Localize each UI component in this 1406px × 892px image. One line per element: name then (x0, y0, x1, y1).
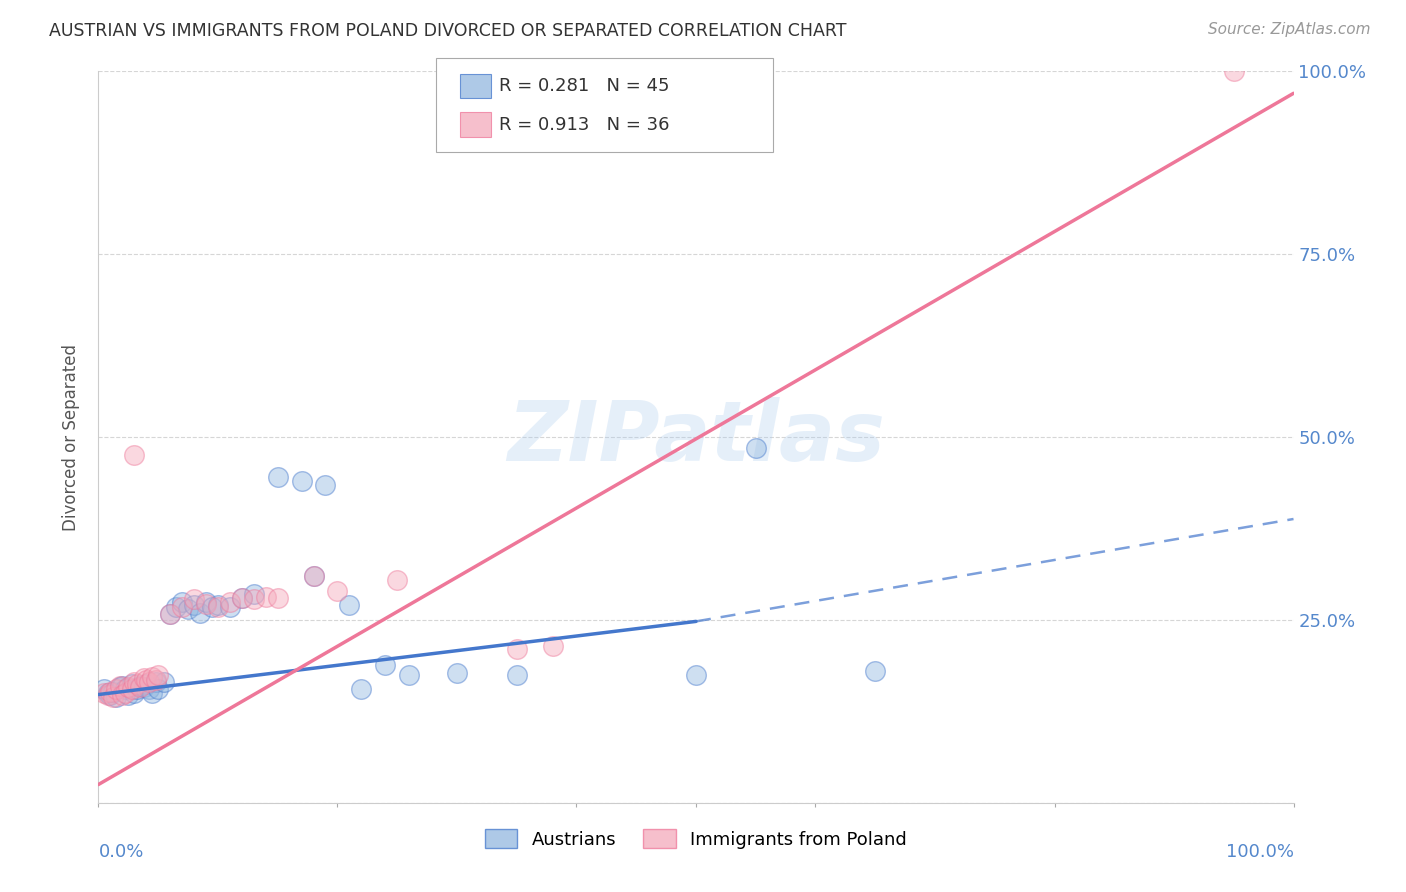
Point (207, 599, 229, 614)
Point (145, 673, 167, 687)
Point (302, 569, 325, 583)
Point (121, 677, 143, 691)
Point (93, 682, 115, 697)
Text: 0.0%: 0.0% (98, 843, 143, 861)
Point (97, 688, 120, 702)
Point (98, 688, 122, 702)
Point (350, 682, 373, 697)
Point (101, 684, 124, 698)
Point (159, 607, 181, 621)
Point (398, 667, 420, 681)
Text: R = 0.281   N = 45: R = 0.281 N = 45 (499, 77, 669, 95)
Text: Source: ZipAtlas.com: Source: ZipAtlas.com (1208, 22, 1371, 37)
Point (302, 569, 325, 583)
Point (685, 667, 707, 681)
Point (93, 686, 115, 700)
Point (98, 684, 122, 698)
Text: AUSTRIAN VS IMMIGRANTS FROM POLAND DIVORCED OR SEPARATED CORRELATION CHART: AUSTRIAN VS IMMIGRANTS FROM POLAND DIVOR… (49, 22, 846, 40)
Point (105, 682, 128, 697)
Point (117, 688, 139, 702)
Point (138, 682, 160, 697)
Point (267, 591, 290, 605)
Point (506, 642, 529, 657)
Point (385, 573, 409, 587)
Point (121, 682, 143, 697)
Point (111, 688, 134, 702)
Point (105, 690, 128, 704)
Point (541, 639, 564, 653)
Point (207, 599, 229, 613)
Point (148, 682, 170, 697)
Point (177, 602, 200, 616)
Point (326, 583, 349, 598)
Point (135, 677, 157, 691)
Point (145, 675, 167, 690)
Point (124, 448, 146, 462)
Point (108, 679, 131, 693)
Point (132, 680, 155, 694)
Point (135, 673, 157, 687)
Point (153, 675, 176, 690)
Point (111, 679, 134, 693)
Point (141, 686, 163, 700)
Point (138, 675, 160, 690)
Point (195, 594, 218, 608)
Point (506, 667, 529, 681)
Text: 100.0%: 100.0% (1226, 843, 1294, 861)
Point (114, 686, 136, 700)
Point (141, 670, 163, 684)
Point (315, 477, 337, 491)
Point (108, 680, 131, 694)
Point (125, 682, 148, 697)
Point (159, 607, 181, 621)
Point (201, 599, 224, 614)
Point (291, 474, 314, 488)
Point (865, 664, 887, 678)
Point (446, 665, 468, 680)
Point (172, 594, 194, 608)
Point (124, 675, 146, 690)
Point (125, 677, 148, 691)
Text: R = 0.913   N = 36: R = 0.913 N = 36 (499, 116, 669, 134)
Point (254, 590, 277, 604)
Point (124, 686, 146, 700)
Point (1223, 64, 1246, 78)
Point (172, 599, 194, 614)
Point (219, 594, 242, 608)
Point (195, 597, 218, 611)
Point (97, 686, 120, 700)
Point (231, 591, 253, 605)
Point (231, 591, 253, 605)
Point (132, 672, 155, 686)
Y-axis label: Divorced or Separated: Divorced or Separated (62, 343, 80, 531)
Point (129, 680, 152, 694)
Point (183, 599, 205, 613)
Point (148, 667, 170, 681)
Legend: Austrians, Immigrants from Poland: Austrians, Immigrants from Poland (478, 822, 914, 856)
Point (183, 592, 205, 607)
Point (219, 599, 242, 614)
Point (374, 658, 396, 673)
Point (114, 682, 136, 697)
Point (117, 680, 139, 694)
Point (101, 690, 124, 704)
Point (267, 470, 290, 484)
Point (165, 599, 187, 614)
Point (188, 606, 211, 620)
Point (745, 441, 768, 455)
Point (243, 587, 266, 601)
Point (129, 679, 152, 693)
Text: ZIPatlas: ZIPatlas (508, 397, 884, 477)
Point (339, 599, 361, 613)
Point (243, 592, 266, 607)
